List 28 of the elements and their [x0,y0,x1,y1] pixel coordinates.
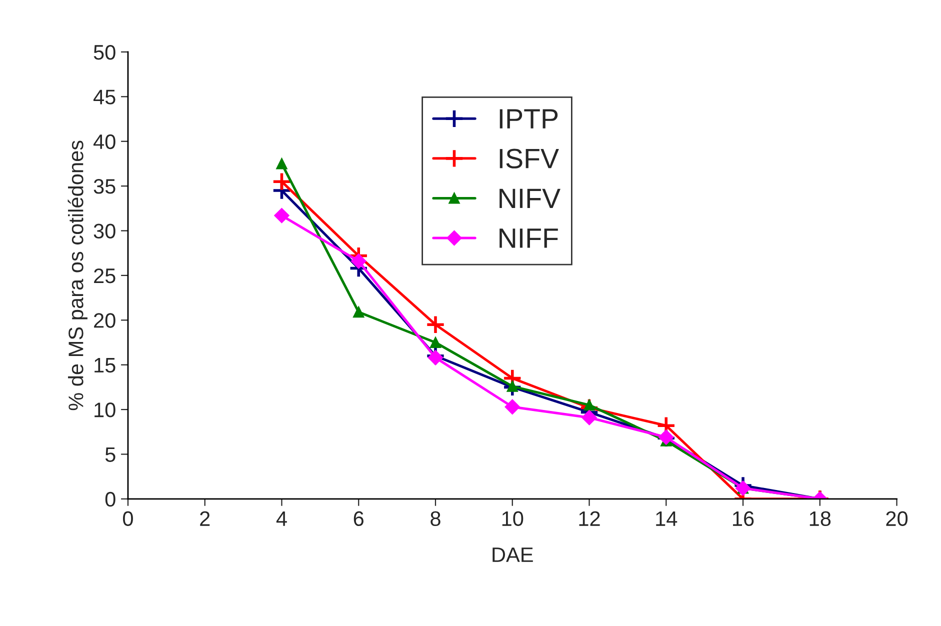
x-tick-label: 12 [579,511,600,526]
y-tick-label: 20 [94,313,116,328]
legend-label: ISFV [500,148,559,168]
x-tick-label: 16 [733,511,754,526]
legend-label: IPTP [500,109,558,128]
y-tick-label: 35 [94,179,116,194]
y-tick-label: 25 [94,268,116,284]
x-tick-label: 14 [656,511,678,526]
x-tick-label: 2 [200,511,210,526]
legend-label: NIFF [500,228,558,248]
y-tick-label: 50 [94,44,116,60]
y-tick-label: 10 [94,402,116,418]
y-axis-title: % de MS para os cotilédones [68,140,88,410]
y-tick-label: 45 [93,90,116,104]
x-tick-label: 0 [122,511,133,526]
y-tick-label: 5 [105,447,116,462]
y-tick-label: 40 [93,134,116,150]
x-tick-label: 20 [886,511,908,526]
y-tick-label: 30 [94,224,116,238]
x-tick-label: 10 [502,511,524,526]
y-tick-label: 15 [94,358,116,373]
x-tick-label: 4 [276,511,287,526]
x-tick-label: 8 [430,511,440,526]
x-axis-title: DAE [492,548,533,562]
y-tick-label: 0 [105,492,116,507]
legend-label: NIFV [500,188,560,208]
x-tick-label: 18 [810,511,831,526]
x-tick-label: 6 [354,511,364,526]
